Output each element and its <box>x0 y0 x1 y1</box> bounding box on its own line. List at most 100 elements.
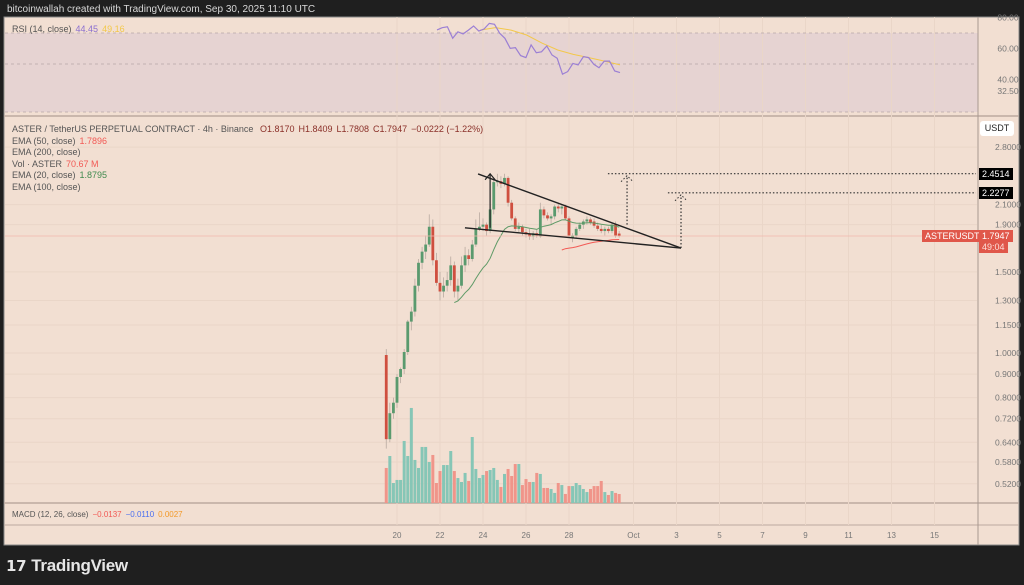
ema20-line <box>454 219 620 304</box>
candle-body <box>435 260 438 283</box>
candle-body <box>538 209 542 237</box>
target-price-tag: 2.4514 <box>979 167 1013 180</box>
candle-body <box>556 206 560 209</box>
candle-body <box>585 219 589 222</box>
time-tick-label: 24 <box>479 531 488 540</box>
indicator-label: EMA (20, close) <box>12 170 76 181</box>
candle-body <box>564 206 567 219</box>
volume-bar <box>585 492 589 503</box>
candle-body <box>409 311 413 322</box>
volume-bar <box>546 487 549 503</box>
price-tick-label: 1.5000 <box>995 267 1021 277</box>
time-tick-label: 5 <box>717 531 722 540</box>
volume-bar <box>606 494 610 503</box>
volume-bar <box>510 475 514 503</box>
volume-bar <box>463 472 467 503</box>
volume-bar <box>567 486 571 503</box>
volume-bar <box>395 479 399 503</box>
indicator-legend-item[interactable]: EMA (100, close) <box>12 182 487 194</box>
candle-body <box>567 218 571 236</box>
volume-bar <box>542 487 546 503</box>
candle-body <box>506 177 510 203</box>
volume-bar <box>406 455 410 503</box>
candle-body <box>424 244 428 252</box>
time-tick-label: 20 <box>393 531 402 540</box>
candle-body <box>495 181 499 183</box>
rsi-title: RSI (14, close) <box>12 24 72 34</box>
candle-body <box>406 321 410 353</box>
candle-body <box>617 233 621 237</box>
price-tick-label: 1.0000 <box>995 348 1021 358</box>
volume-bar <box>581 488 585 503</box>
volume-bar <box>528 481 532 503</box>
lower-trendline[interactable] <box>464 227 682 249</box>
indicator-legend-item[interactable]: EMA (200, close) <box>12 147 487 159</box>
indicator-legend-item[interactable]: Vol · ASTER 70.67 M <box>12 159 487 171</box>
volume-bar <box>578 485 582 503</box>
rsi-tick-label: 60.00 <box>997 44 1019 54</box>
macd-legend[interactable]: MACD (12, 26, close) −0.0137 −0.0110 0.0027 <box>12 510 187 519</box>
volume-bar <box>424 446 428 503</box>
macd-value: −0.0137 <box>92 510 122 519</box>
indicator-legend-item[interactable]: EMA (20, close) 1.8795 <box>12 170 487 182</box>
candle-body <box>463 255 467 266</box>
rsi-tick-label: 80.00 <box>997 13 1019 23</box>
candle-body <box>503 177 506 184</box>
volume-bar <box>388 455 392 503</box>
candle-body <box>384 355 388 440</box>
tradingview-logo-icon: 𝟭𝟳 <box>6 558 27 575</box>
volume-bar <box>617 493 621 503</box>
candle-body <box>578 224 582 229</box>
rsi-tick-label: 32.50 <box>997 86 1019 96</box>
time-tick-label: 26 <box>522 531 531 540</box>
main-legend[interactable]: ASTER / TetherUS PERPETUAL CONTRACT · 4h… <box>12 124 487 194</box>
chart-caption: bitcoinwallah created with TradingView.c… <box>7 4 316 15</box>
candle-body <box>445 280 449 286</box>
tradingview-brand[interactable]: 𝟭𝟳 TradingView <box>6 556 128 576</box>
volume-bar <box>499 486 503 503</box>
upper-trendline[interactable] <box>477 173 682 249</box>
candle-body <box>521 226 524 233</box>
volume-bar <box>614 492 618 503</box>
rsi-legend[interactable]: RSI (14, close) 44.45 49.16 <box>12 24 129 34</box>
macd-title: MACD (12, 26, close) <box>12 510 89 519</box>
volume-bar <box>556 483 560 503</box>
last-price-tag: 1.7947 <box>979 230 1013 243</box>
candle-body <box>599 228 603 232</box>
volume-bar <box>402 440 406 503</box>
arrow-head-icon <box>620 174 634 183</box>
volume-bar <box>610 491 614 503</box>
price-tick-label: 0.5200 <box>995 479 1021 489</box>
indicator-legend-item[interactable]: EMA (50, close) 1.7896 <box>12 136 487 148</box>
volume-bar <box>520 485 524 503</box>
macd-hist: 0.0027 <box>158 510 183 519</box>
candle-body <box>610 224 614 232</box>
volume-bar <box>571 486 575 503</box>
volume-bar <box>517 464 521 503</box>
indicator-label: EMA (100, close) <box>12 181 81 192</box>
time-tick-label: 7 <box>760 531 765 540</box>
ema50-line <box>561 239 620 251</box>
price-tick-label: 2.8000 <box>995 142 1021 152</box>
candle-body <box>574 228 578 236</box>
volume-bar <box>409 407 413 503</box>
candle-body <box>413 285 417 312</box>
currency-button[interactable]: USDT <box>980 121 1014 136</box>
candle-body <box>460 265 463 286</box>
ohlc-high: H1.8409 <box>298 124 333 134</box>
volume-bar <box>492 467 496 503</box>
candle-body <box>470 244 474 259</box>
indicator-value: 1.8795 <box>79 170 108 181</box>
indicator-label: Vol · ASTER <box>12 158 63 169</box>
rsi-ma-value: 49.16 <box>102 24 125 34</box>
arrow-head-icon <box>674 194 688 202</box>
candle-body <box>596 225 600 229</box>
candle-body <box>603 228 607 232</box>
indicator-value: 70.67 M <box>66 158 99 169</box>
time-tick-label: 9 <box>803 531 808 540</box>
volume-bar <box>538 473 542 503</box>
time-tick-label: Oct <box>627 531 640 540</box>
symbol-title: ASTER / TetherUS PERPETUAL CONTRACT · 4h… <box>12 124 254 134</box>
price-tick-label: 0.6400 <box>995 437 1021 447</box>
